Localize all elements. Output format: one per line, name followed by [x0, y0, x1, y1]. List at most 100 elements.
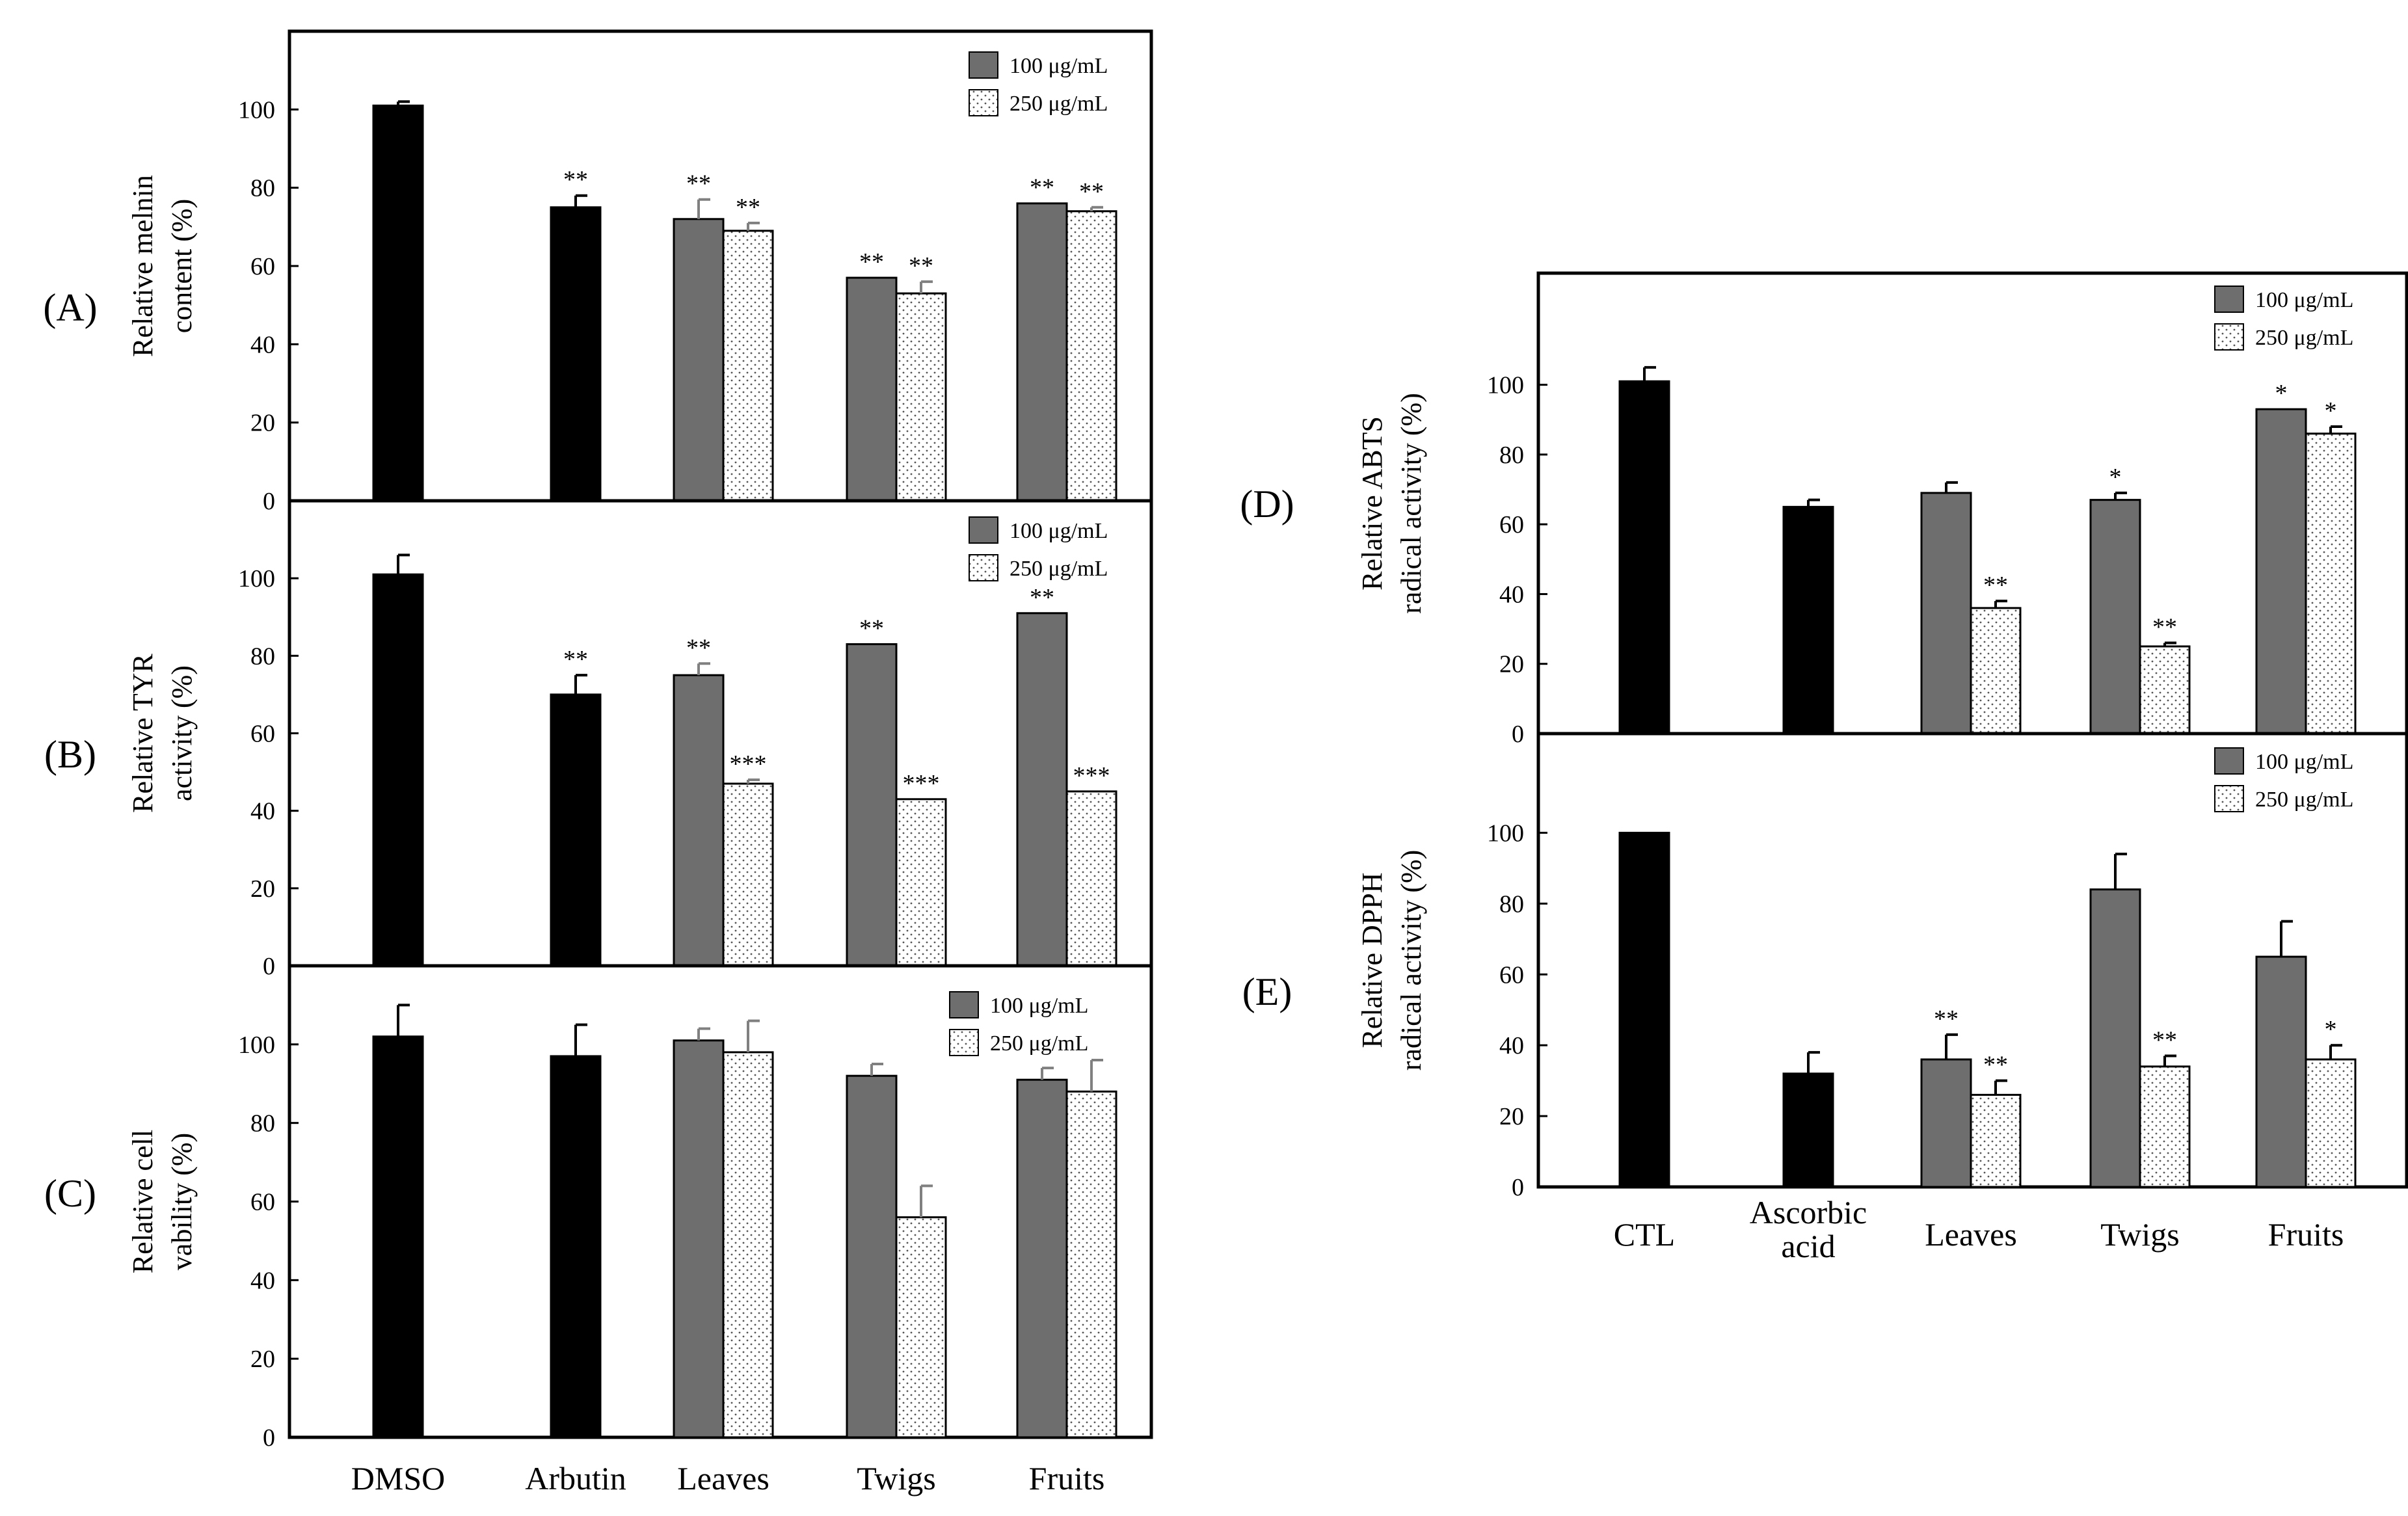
- y-axis-label: Relative melnin content (%): [127, 175, 198, 357]
- y-tick-label: 40: [250, 798, 275, 825]
- category-label: Ascorbic: [1750, 1194, 1867, 1230]
- panel-c: 0 20 40 60 80 100 Relative cell vability (%) (C)…: [44, 964, 1153, 1496]
- bar: [722, 1051, 774, 1439]
- significance-label: ***: [1073, 762, 1110, 790]
- bar: [1016, 1078, 1068, 1439]
- y-tick-label: 60: [250, 253, 275, 280]
- y-tick-label: 80: [1499, 890, 1524, 918]
- y-axis-label-line: Relative melnin: [127, 175, 159, 357]
- bar: [550, 693, 602, 967]
- legend-label: 250 μg/mL: [1010, 557, 1108, 581]
- bar: [2255, 408, 2307, 735]
- panel-label: (B): [44, 733, 96, 776]
- legend-label: 250 μg/mL: [2255, 788, 2353, 812]
- bar: [673, 674, 725, 967]
- panel-d: 0 20 40 60 80 100 Relative ABTS radical activit…: [1240, 271, 2408, 748]
- bar: [1065, 1090, 1117, 1439]
- panel-b: 0 20 40 60 80 100 Relative TYR activity (%) (B) 1…: [44, 499, 1153, 980]
- bar: [372, 104, 424, 502]
- y-tick-label: 60: [1499, 961, 1524, 989]
- legend-swatch: [949, 1029, 979, 1056]
- y-tick-label: 0: [263, 488, 275, 515]
- y-tick-label: 60: [1499, 511, 1524, 539]
- bar: [2139, 645, 2191, 735]
- legend-label: 100 μg/mL: [990, 994, 1088, 1018]
- y-axis-label-line: Relative ABTS: [1356, 416, 1388, 591]
- bar: [2305, 1058, 2357, 1188]
- significance-label: **: [2152, 614, 2177, 641]
- y-axis-label-line: content (%): [166, 199, 198, 333]
- category-label: DMSO: [351, 1460, 445, 1496]
- y-tick-label: 80: [1499, 442, 1524, 469]
- y-axis-label-line: radical activity (%): [1395, 850, 1427, 1071]
- y-tick-label: 0: [263, 953, 275, 980]
- significance-label: **: [1934, 1005, 1959, 1033]
- y-axis-label: Relative DPPH radical activity (%): [1356, 850, 1427, 1071]
- bar: [1065, 790, 1117, 967]
- legend: 100 μg/mL 250 μg/mL: [969, 516, 1108, 581]
- y-axis-label-line: radical activity (%): [1395, 393, 1427, 614]
- significance-label: **: [563, 166, 588, 194]
- significance-label: **: [909, 252, 933, 280]
- bar: [1016, 202, 1068, 502]
- panel-a: 0 20 40 60 80 100 Relative melnin content (%) (A…: [43, 29, 1153, 515]
- y-axis-label-line: Relative DPPH: [1356, 872, 1388, 1048]
- significance-label: ***: [903, 770, 940, 797]
- legend-swatch: [969, 89, 998, 116]
- bar: [1970, 607, 2022, 735]
- category-label: acid: [1781, 1228, 1835, 1264]
- significance-label: **: [1030, 174, 1054, 202]
- legend-label: 100 μg/mL: [2255, 288, 2353, 312]
- bar: [895, 798, 947, 967]
- bar: [1782, 505, 1834, 735]
- bar: [2305, 432, 2357, 735]
- y-tick-label: 40: [250, 1267, 275, 1294]
- bar: [1618, 380, 1670, 735]
- category-label: Twigs: [857, 1460, 936, 1496]
- bar: [1782, 1072, 1834, 1188]
- category-label: Fruits: [1029, 1460, 1105, 1496]
- y-axis-label: Relative TYR activity (%): [127, 653, 198, 812]
- significance-label: **: [736, 194, 760, 221]
- legend-swatch: [2214, 747, 2244, 775]
- y-axis-label-line: vability (%): [166, 1133, 198, 1270]
- legend-swatch: [2214, 785, 2244, 812]
- legend-swatch: [969, 51, 998, 79]
- legend-swatch: [2214, 323, 2244, 351]
- category-label: Leaves: [677, 1460, 769, 1496]
- significance-label: **: [686, 634, 711, 661]
- bar: [550, 206, 602, 502]
- significance-label: *: [2275, 380, 2288, 407]
- bar: [1618, 831, 1670, 1188]
- bar: [2255, 955, 2307, 1188]
- legend-label: 100 μg/mL: [1010, 54, 1108, 78]
- bar: [722, 230, 774, 502]
- significance-label: *: [2109, 464, 2122, 491]
- y-tick-label: 60: [250, 1189, 275, 1216]
- significance-label: **: [859, 248, 884, 276]
- significance-label: **: [1079, 178, 1104, 206]
- bar: [372, 573, 424, 967]
- significance-label: **: [686, 170, 711, 198]
- bar: [1016, 612, 1068, 967]
- bar: [2089, 888, 2141, 1188]
- significance-label: **: [1030, 584, 1054, 611]
- bar: [895, 1216, 947, 1439]
- bar: [2139, 1065, 2191, 1188]
- y-axis-label-line: Relative cell: [127, 1130, 159, 1273]
- y-axis-label-line: activity (%): [166, 665, 198, 801]
- significance-label: **: [1983, 572, 2008, 599]
- y-axis-label: Relative ABTS radical activity (%): [1356, 393, 1427, 614]
- panel-label: (E): [1242, 970, 1292, 1013]
- y-axis-label-line: Relative TYR: [127, 653, 159, 812]
- y-tick-label: 80: [250, 175, 275, 202]
- category-label: Fruits: [2268, 1216, 2344, 1253]
- y-tick-label: 60: [250, 721, 275, 748]
- significance-label: **: [859, 615, 884, 642]
- y-tick-label: 40: [1499, 581, 1524, 608]
- legend-label: 250 μg/mL: [1010, 92, 1108, 116]
- y-tick-label: 80: [250, 643, 275, 670]
- bar: [1920, 1058, 1972, 1188]
- significance-label: ***: [730, 751, 767, 778]
- legend-label: 100 μg/mL: [1010, 519, 1108, 543]
